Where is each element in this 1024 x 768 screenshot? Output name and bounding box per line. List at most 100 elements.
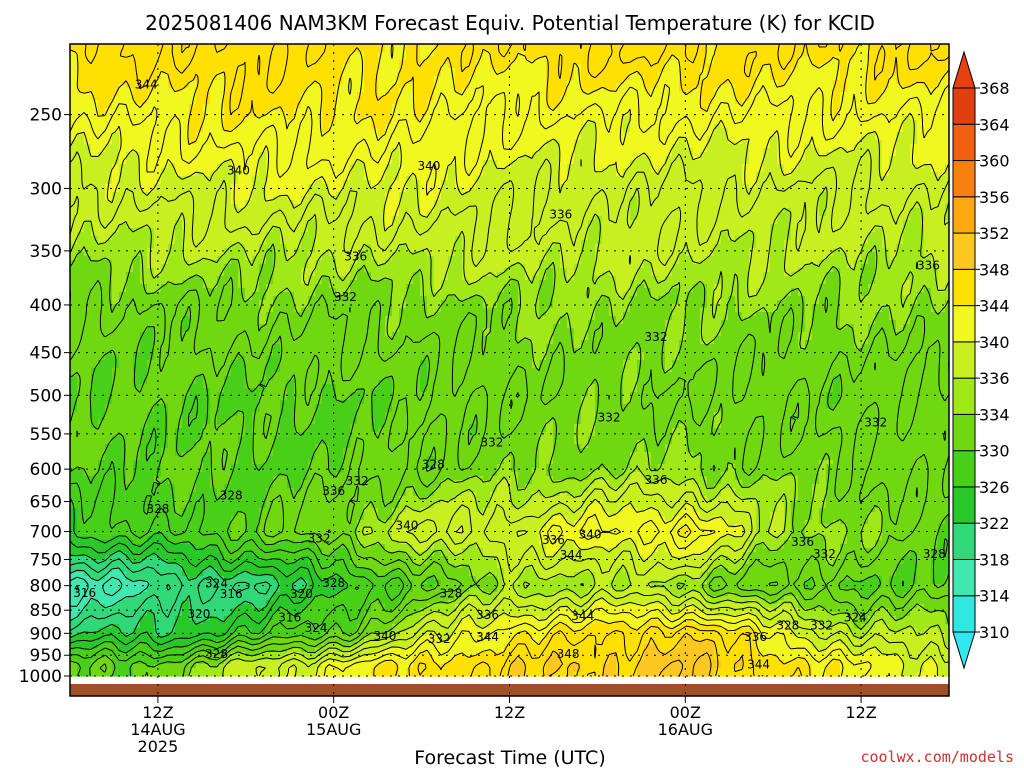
field-cell <box>539 48 547 53</box>
field-cell <box>413 72 421 77</box>
field-cell <box>112 60 120 65</box>
field-cell <box>210 92 218 97</box>
field-cell <box>742 88 750 93</box>
field-cell <box>203 76 211 81</box>
field-cell <box>630 64 638 69</box>
field-cell <box>665 72 673 77</box>
field-cell <box>602 72 610 77</box>
field-cell <box>588 96 596 101</box>
field-cell <box>567 48 575 53</box>
field-cell <box>371 76 379 81</box>
field-cell <box>483 76 491 81</box>
field-cell <box>357 68 365 73</box>
field-cell <box>224 68 232 73</box>
field-cell <box>910 64 918 69</box>
field-cell <box>595 80 603 85</box>
field-cell <box>294 52 302 57</box>
field-cell <box>231 72 239 77</box>
field-cell <box>161 56 169 61</box>
field-cell <box>217 56 225 61</box>
field-cell <box>770 96 778 101</box>
field-cell <box>378 76 386 81</box>
field-cell <box>448 76 456 81</box>
field-cell <box>623 52 631 57</box>
field-cell <box>364 72 372 77</box>
field-cell <box>140 68 148 73</box>
field-cell <box>140 56 148 61</box>
field-cell <box>133 52 141 57</box>
field-cell <box>672 84 680 89</box>
field-cell <box>399 100 407 105</box>
field-cell <box>287 96 295 101</box>
field-cell <box>826 48 834 53</box>
field-cell <box>119 60 127 65</box>
field-cell <box>602 48 610 53</box>
field-cell <box>896 92 904 97</box>
field-cell <box>196 100 204 105</box>
field-cell <box>539 72 547 77</box>
field-cell <box>630 60 638 65</box>
field-cell <box>224 52 232 57</box>
field-cell <box>917 56 925 61</box>
field-cell <box>329 52 337 57</box>
field-cell <box>735 72 743 77</box>
field-cell <box>371 56 379 61</box>
field-cell <box>364 68 372 73</box>
field-cell <box>371 52 379 57</box>
field-cell <box>308 72 316 77</box>
field-cell <box>812 96 820 101</box>
field-cell <box>378 72 386 77</box>
field-cell <box>882 52 890 57</box>
field-cell <box>504 72 512 77</box>
field-cell <box>483 68 491 73</box>
field-cell <box>350 56 358 61</box>
field-cell <box>133 96 141 101</box>
field-cell <box>175 84 183 89</box>
field-cell <box>469 84 477 89</box>
field-cell <box>539 92 547 97</box>
field-cell <box>854 84 862 89</box>
field-cell <box>595 92 603 97</box>
field-cell <box>357 76 365 81</box>
field-cell <box>721 72 729 77</box>
field-cell <box>294 76 302 81</box>
field-cell <box>854 56 862 61</box>
field-cell <box>539 64 547 69</box>
field-cell <box>882 56 890 61</box>
field-cell <box>868 88 876 93</box>
field-cell <box>917 84 925 89</box>
field-cell <box>931 80 939 85</box>
field-cell <box>511 76 519 81</box>
field-cell <box>189 52 197 57</box>
field-cell <box>245 80 253 85</box>
field-cell <box>504 76 512 81</box>
field-cell <box>728 60 736 65</box>
field-cell <box>161 76 169 81</box>
field-cell <box>294 92 302 97</box>
field-cell <box>105 84 113 89</box>
field-cell <box>742 84 750 89</box>
field-cell <box>161 52 169 57</box>
field-cell <box>350 72 358 77</box>
field-cell <box>581 84 589 89</box>
field-cell <box>749 88 757 93</box>
field-cell <box>399 72 407 77</box>
field-cell <box>182 76 190 81</box>
field-cell <box>322 56 330 61</box>
field-cell <box>91 84 99 89</box>
field-cell <box>336 64 344 69</box>
field-cell <box>567 88 575 93</box>
field-cell <box>546 72 554 77</box>
field-cell <box>840 60 848 65</box>
field-cell <box>322 60 330 65</box>
field-cell <box>630 96 638 101</box>
field-cell <box>840 72 848 77</box>
field-cell <box>854 88 862 93</box>
field-cell <box>280 88 288 93</box>
field-cell <box>301 72 309 77</box>
field-cell <box>413 76 421 81</box>
field-cell <box>581 52 589 57</box>
field-cell <box>126 76 134 81</box>
field-cell <box>637 48 645 53</box>
field-cell <box>329 48 337 53</box>
